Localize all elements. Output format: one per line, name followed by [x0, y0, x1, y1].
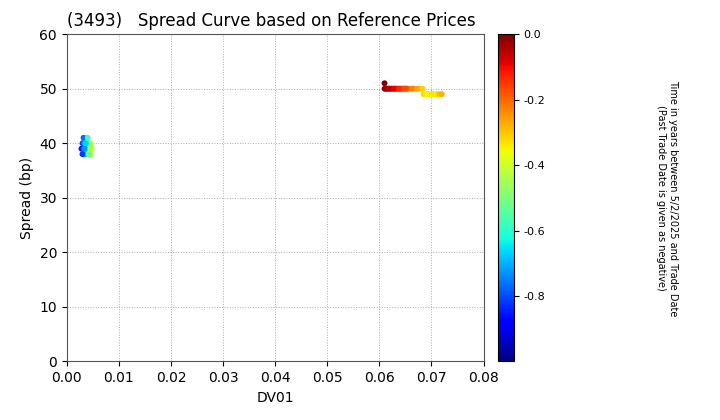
Point	[384, 85, 395, 92]
Point	[78, 140, 90, 147]
Point	[82, 134, 94, 141]
Point	[427, 91, 438, 97]
Y-axis label: Spread (bp): Spread (bp)	[20, 157, 34, 239]
Point	[392, 85, 403, 92]
Point	[82, 151, 94, 158]
Point	[379, 85, 390, 92]
Point	[78, 151, 89, 158]
Point	[77, 140, 89, 147]
Point	[383, 85, 395, 92]
Point	[84, 140, 95, 147]
Point	[86, 145, 98, 152]
Point	[400, 85, 411, 92]
Text: (3493)   Spread Curve based on Reference Prices: (3493) Spread Curve based on Reference P…	[67, 12, 475, 30]
Point	[422, 91, 433, 97]
Point	[80, 140, 91, 147]
Point	[413, 85, 424, 92]
Point	[385, 85, 397, 92]
X-axis label: DV01: DV01	[256, 391, 294, 405]
Point	[84, 145, 96, 152]
Point	[79, 151, 91, 158]
Point	[81, 145, 93, 152]
Point	[79, 145, 91, 152]
Point	[84, 140, 96, 147]
Point	[396, 85, 408, 92]
Point	[401, 85, 413, 92]
Point	[410, 85, 421, 92]
Point	[395, 85, 406, 92]
Point	[390, 85, 401, 92]
Point	[379, 80, 390, 87]
Point	[391, 85, 402, 92]
Point	[426, 91, 437, 97]
Point	[397, 85, 408, 92]
Point	[78, 145, 90, 152]
Point	[80, 145, 91, 152]
Point	[76, 145, 87, 152]
Point	[83, 151, 94, 158]
Point	[382, 85, 393, 92]
Point	[408, 85, 419, 92]
Point	[431, 91, 442, 97]
Point	[85, 151, 96, 158]
Point	[405, 85, 416, 92]
Point	[428, 91, 440, 97]
Point	[402, 85, 414, 92]
Point	[400, 85, 411, 92]
Point	[426, 91, 437, 97]
Point	[81, 134, 92, 141]
Point	[83, 145, 94, 152]
Point	[387, 85, 398, 92]
Point	[436, 91, 448, 97]
Point	[406, 85, 418, 92]
Point	[399, 85, 410, 92]
Point	[78, 134, 89, 141]
Point	[81, 140, 92, 147]
Point	[433, 91, 445, 97]
Point	[393, 85, 405, 92]
Point	[418, 91, 429, 97]
Point	[84, 145, 96, 152]
Point	[423, 91, 435, 97]
Point	[412, 85, 423, 92]
Point	[82, 140, 94, 147]
Point	[417, 85, 428, 92]
Point	[420, 91, 432, 97]
Point	[81, 140, 92, 147]
Point	[77, 151, 89, 158]
Y-axis label: Time in years between 5/2/2025 and Trade Date
(Past Trade Date is given as negat: Time in years between 5/2/2025 and Trade…	[657, 80, 678, 316]
Point	[415, 85, 427, 92]
Point	[380, 85, 392, 92]
Point	[388, 85, 400, 92]
